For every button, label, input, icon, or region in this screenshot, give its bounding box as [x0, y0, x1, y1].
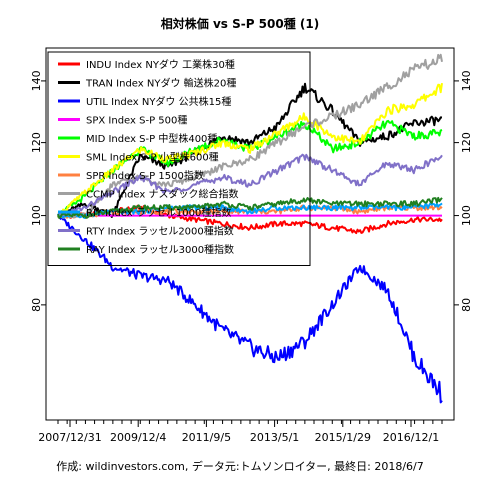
- y-tick-label-left: 140: [30, 70, 43, 91]
- legend-label: SML Index S-P 小型株600種: [86, 151, 219, 164]
- x-tick-label: 2016/12/1: [383, 431, 439, 444]
- legend-label: MID Index S-P 中型株400種: [86, 132, 217, 145]
- series-line-7: [57, 53, 443, 219]
- y-tick-label-left: 120: [30, 132, 43, 153]
- series-line-5: [57, 82, 443, 217]
- legend-label: SPX Index S-P 500種: [86, 114, 187, 127]
- y-tick-label-left: 100: [30, 205, 43, 226]
- series-layer: [57, 53, 443, 404]
- legend-label: CCMP Index ナスダック総合指数: [86, 188, 239, 201]
- y-tick-label-right: 120: [460, 132, 473, 153]
- axes-layer: 80 80 100 100 120 120 140 140 2007/12/31 2009/12/…: [30, 70, 473, 444]
- legend-label: RTY Index ラッセル2000種指数: [86, 225, 234, 238]
- series-line-8: [57, 202, 443, 219]
- x-tick-label: 2015/1/29: [315, 431, 371, 444]
- y-tick-label-right: 80: [460, 298, 473, 312]
- legend: INDU Index NYダウ 工業株30種 TRAN Index NYダウ 輸送…: [47, 51, 311, 266]
- series-line-10: [57, 196, 443, 219]
- x-tick-label: 2011/9/5: [182, 431, 231, 444]
- y-tick-label-right: 100: [460, 205, 473, 226]
- x-tick-label: 2013/5/1: [250, 431, 299, 444]
- chart-caption: 作成: wildinvestors.com, データ元:トムソンロイター, 最終…: [56, 459, 423, 473]
- series-line-1: [57, 82, 443, 219]
- legend-label: INDU Index NYダウ 工業株30種: [86, 58, 235, 71]
- legend-label: RAY Index ラッセル3000種指数: [86, 243, 234, 256]
- series-line-2: [57, 215, 443, 404]
- x-tick-label: 2007/12/31: [38, 431, 101, 444]
- series-line-4: [57, 119, 443, 219]
- x-tick-label: 2009/12/4: [110, 431, 166, 444]
- legend-label: TRAN Index NYダウ 輸送株20種: [85, 77, 236, 90]
- legend-label: SPR Index S-P 1500指数: [86, 169, 204, 182]
- series-line-9: [57, 153, 443, 217]
- legend-label: UTIL Index NYダウ 公共株15種: [86, 95, 231, 108]
- y-tick-label-left: 80: [30, 298, 43, 312]
- chart-title: 相対株価 vs S-P 500種 (1): [161, 16, 319, 31]
- legend-label: RIY Index ラッセル1000種指数: [86, 206, 231, 219]
- y-tick-label-right: 140: [460, 70, 473, 91]
- legend-box: [47, 51, 311, 266]
